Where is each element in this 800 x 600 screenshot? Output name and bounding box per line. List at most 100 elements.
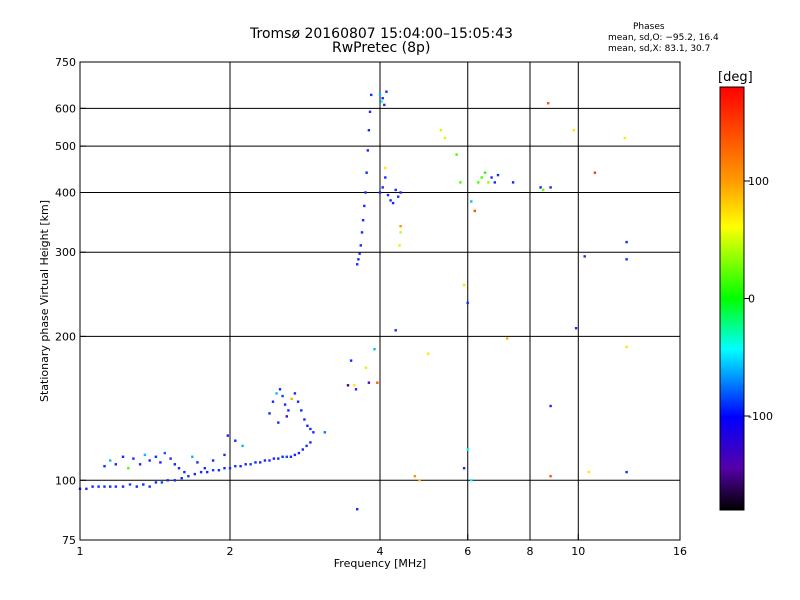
y-tick-label: 200 [55,330,76,343]
data-point [466,301,469,305]
data-point [496,173,500,177]
data-point [399,231,402,234]
data-point [281,455,284,458]
y-tick-label: 500 [55,140,76,153]
data-point [293,392,297,395]
data-point [177,467,181,470]
colorbar-frame [719,86,745,511]
data-point [193,472,196,476]
data-point [511,181,515,184]
data-point [226,434,229,437]
x-tick-label: 8 [527,545,534,558]
data-point [109,485,112,488]
data-point [373,348,376,351]
data-point [359,244,362,247]
data-point [223,467,226,470]
y-axis-label: Stationary phase Virtual Height [km] [38,200,51,402]
data-point [549,186,552,189]
data-point [572,129,576,132]
data-point [303,418,306,421]
x-tick-label: 1 [77,545,84,558]
data-point [365,171,368,174]
data-point [121,455,125,458]
data-point [399,191,402,194]
data-point [367,129,371,132]
data-point [381,97,384,100]
data-point [272,457,276,460]
data-point [378,191,382,194]
data-point [191,455,194,458]
data-point [183,470,186,474]
colorbar [720,87,744,510]
data-point [443,136,447,140]
data-point [587,470,590,474]
data-point [623,136,626,140]
x-axis-label: Frequency [MHz] [334,557,426,570]
data-point [239,465,242,468]
data-point [281,394,284,398]
data-point [148,485,151,488]
stats-o-mode: mean, sd,O: −95.2, 16.4 [608,33,719,43]
data-point [459,181,462,184]
data-point [625,470,628,474]
data-point [234,439,237,442]
data-point [354,388,358,391]
data-point [413,475,417,478]
data-point [206,470,209,474]
data-point [268,412,271,415]
data-point [259,461,262,464]
data-point [367,381,371,384]
data-point [368,110,372,113]
data-point [114,485,117,488]
y-tick-label: 300 [55,246,76,259]
data-point [625,345,628,349]
data-point [135,485,138,488]
data-point [473,209,476,213]
data-point [539,186,542,189]
data-point [477,181,480,184]
data-point [296,400,300,403]
data-point [549,404,552,408]
data-point [128,483,132,486]
data-point [462,283,466,287]
data-point [285,455,288,458]
data-point [244,463,247,466]
data-point [366,149,369,152]
data-point [277,421,280,424]
data-point [142,483,145,486]
data-point [305,444,308,448]
data-point [211,469,215,472]
data-point [361,219,365,222]
data-points [78,90,628,511]
data-point [309,441,312,444]
data-point [187,475,190,478]
data-point [228,467,232,470]
data-point [364,191,367,194]
data-point [173,479,176,482]
data-point [394,188,397,192]
data-point [180,477,183,480]
data-point [470,479,473,482]
data-point [487,181,490,184]
data-point [356,508,359,511]
data-point [439,129,443,132]
data-point [549,475,552,478]
data-point [103,485,106,488]
data-point [483,171,487,174]
data-point [364,366,368,369]
colorbar-tick-label: 0 [748,293,755,306]
data-point [363,204,366,208]
data-point [223,453,226,457]
data-point [398,244,401,247]
chart-subtitle: RwPretec (8p) [332,40,431,56]
y-tick-label: 750 [55,56,76,69]
x-tick-label: 6 [464,545,471,558]
data-point [466,448,469,451]
data-point [138,463,142,466]
data-point [385,90,388,93]
data-point [380,100,383,103]
data-point [493,181,496,184]
data-point [297,451,301,455]
data-point [397,195,400,198]
data-point [381,186,384,189]
